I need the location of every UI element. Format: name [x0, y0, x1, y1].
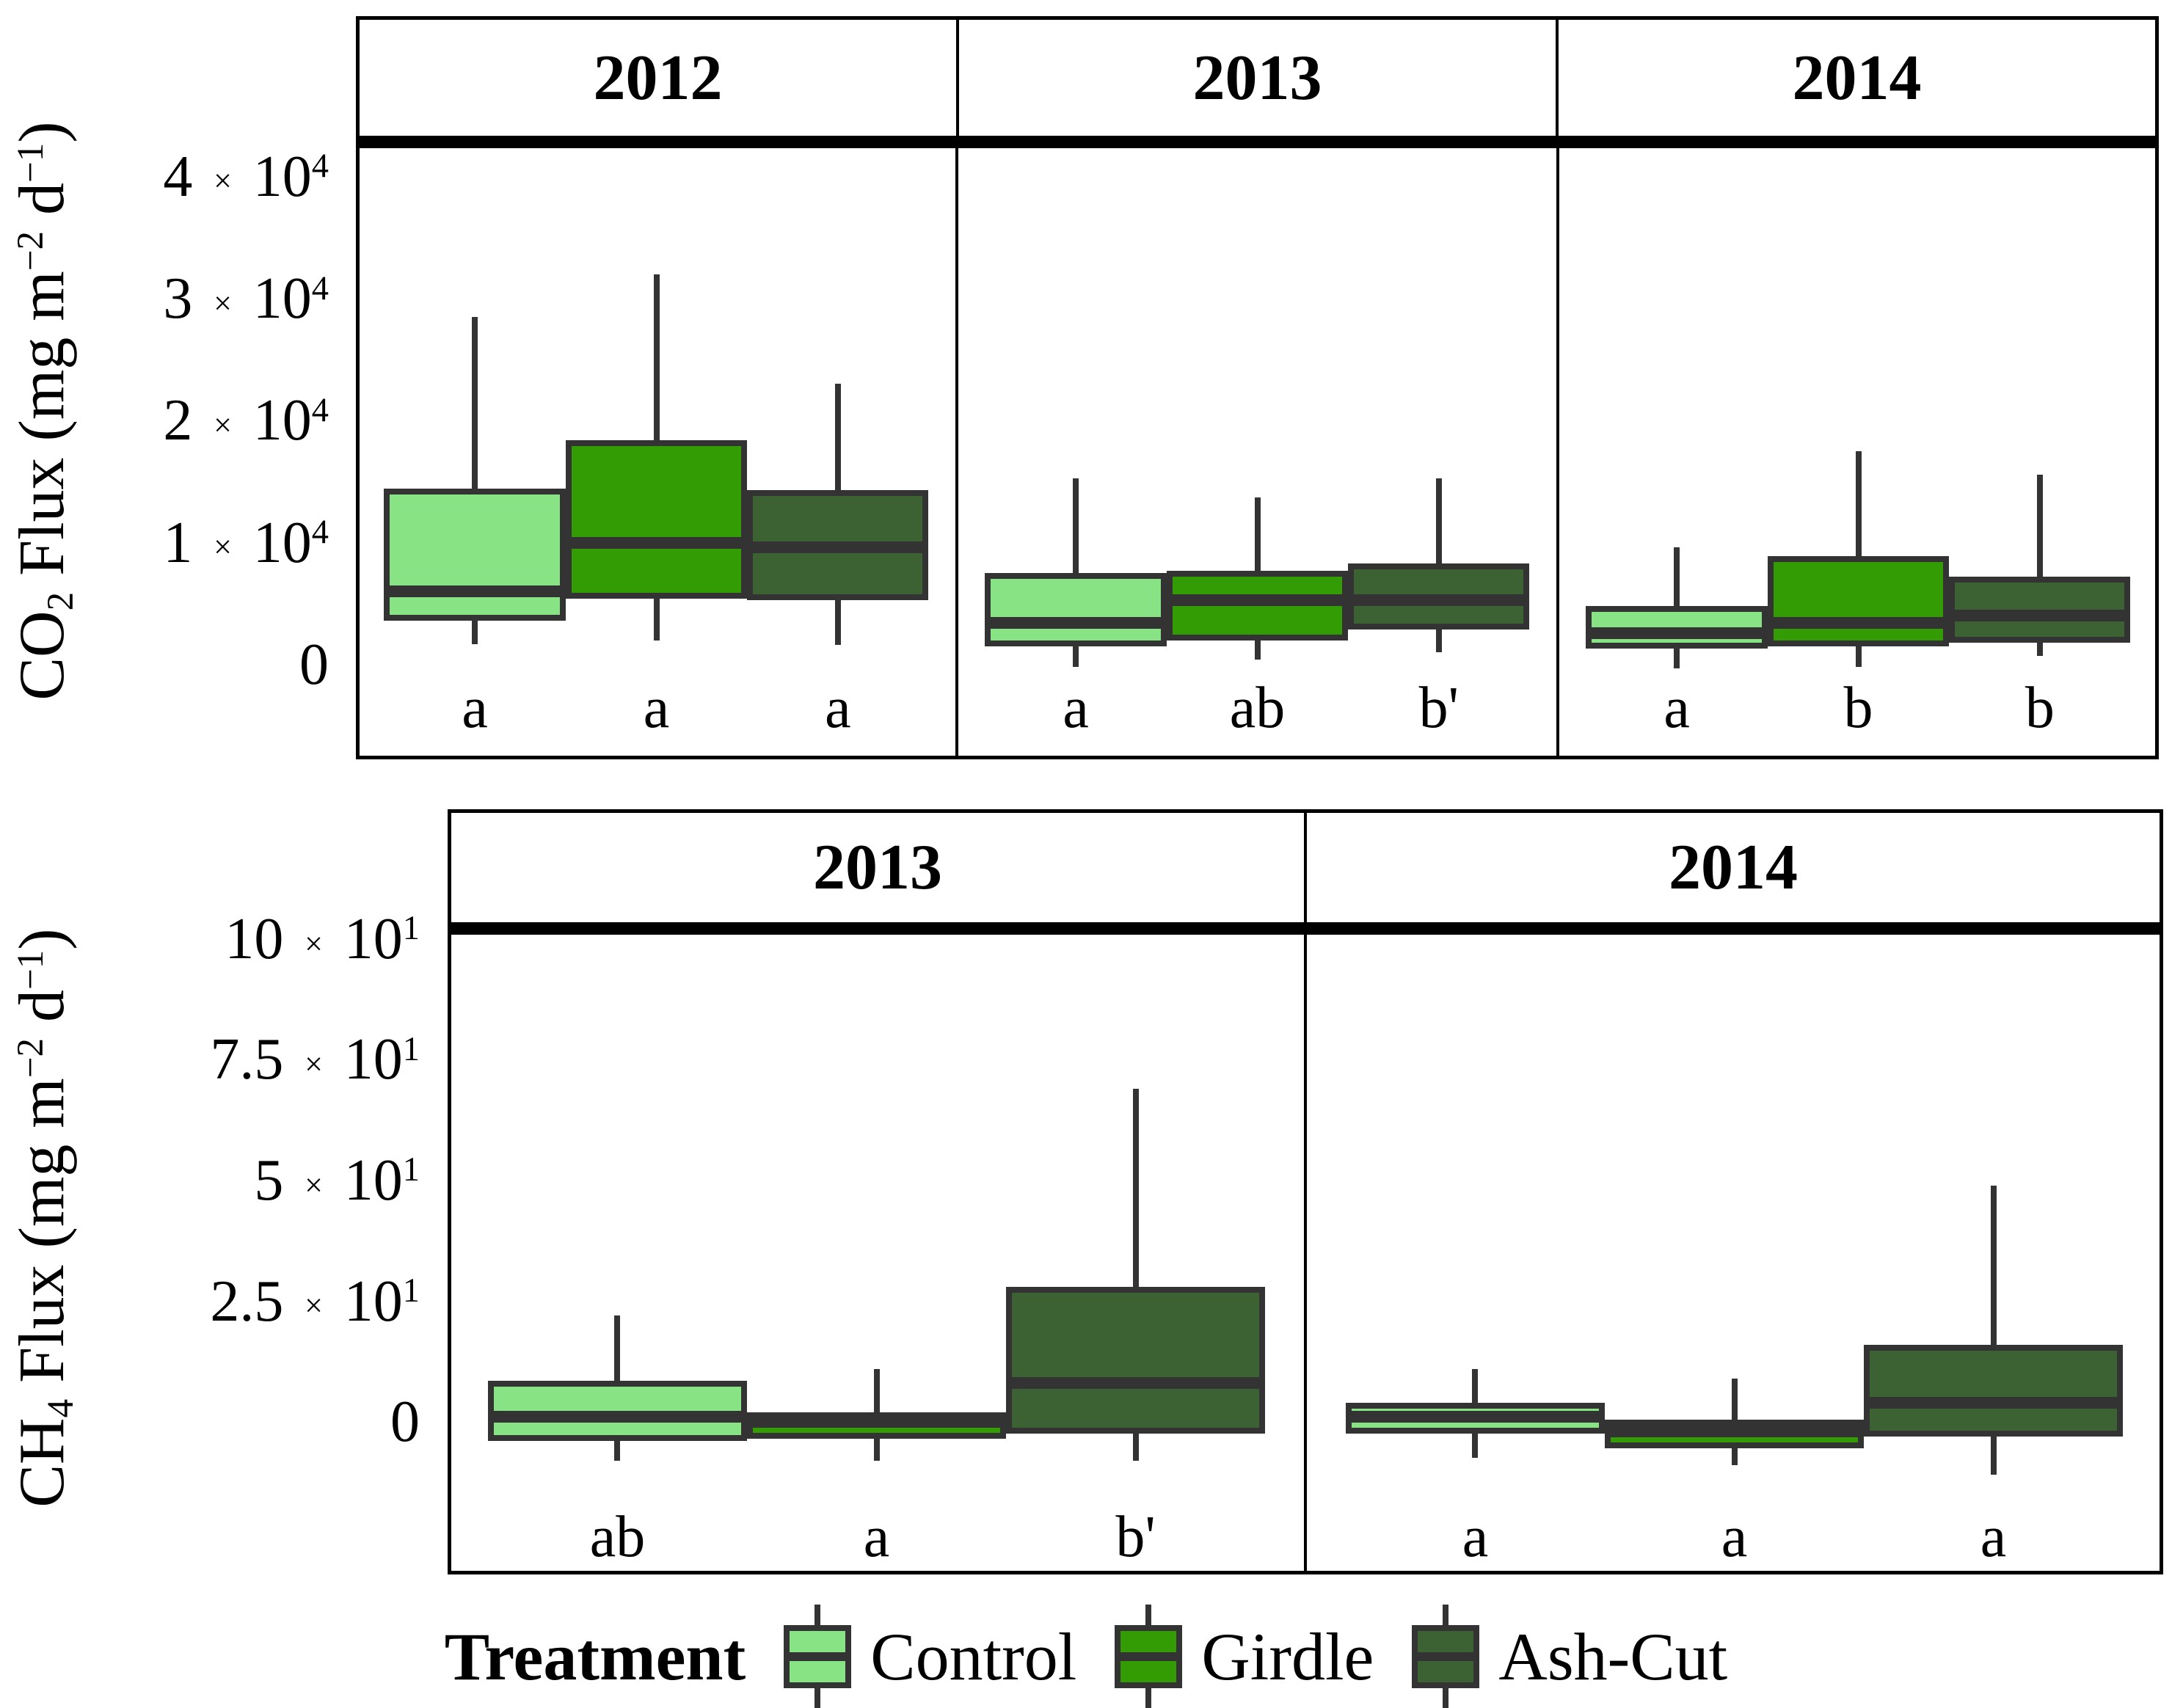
- median-girdle-2014: [1767, 617, 1950, 629]
- key-median: [1418, 1652, 1474, 1661]
- whisker-ash_cut-2014: [1990, 1185, 1997, 1475]
- key-median: [790, 1652, 846, 1661]
- y-tick-label: 0: [390, 1390, 420, 1455]
- panel-divider: [955, 147, 958, 759]
- legend: Treatment Control Girdle: [0, 1602, 2172, 1708]
- significance-letter-ash_cut-2013: b': [1115, 1505, 1156, 1569]
- y-tick-label: 0: [299, 632, 329, 697]
- significance-letter-girdle-2014: a: [1721, 1505, 1748, 1569]
- key-box: [784, 1625, 852, 1688]
- median-ash_cut-2014: [1864, 1396, 2124, 1409]
- box-ash_cut-2013: [1006, 1286, 1266, 1434]
- significance-letter-control-2013: a: [1063, 676, 1089, 740]
- whisker-ash_cut-2014: [2036, 474, 2043, 657]
- significance-letter-girdle-2012: a: [643, 676, 670, 740]
- box-girdle-2014: [1767, 555, 1950, 646]
- facet-label-2013: 2013: [956, 20, 1556, 136]
- y-tick-label: 2 × 104: [163, 388, 329, 453]
- box-control-2013: [985, 573, 1167, 646]
- significance-letter-control-2013: ab: [589, 1505, 646, 1569]
- median-girdle-2013: [1166, 594, 1349, 606]
- whisker-control-2012: [472, 316, 478, 644]
- key-median: [1120, 1652, 1177, 1661]
- legend-label-ash-cut: Ash-Cut: [1498, 1619, 1728, 1694]
- panel-divider: [1556, 147, 1559, 759]
- legend-item-ash-cut: Ash-Cut: [1412, 1602, 1727, 1708]
- legend-label-control: Control: [870, 1619, 1077, 1694]
- median-ash_cut-2014: [1949, 610, 2131, 622]
- median-control-2012: [384, 585, 566, 598]
- facet-label-2014: 2014: [1556, 20, 2155, 136]
- panel-divider: [1304, 933, 1307, 1574]
- panel-border-left: [356, 147, 360, 759]
- median-ash_cut-2013: [1348, 594, 1530, 606]
- median-ash_cut-2013: [1006, 1377, 1266, 1390]
- boxplot-key-icon: [784, 1602, 852, 1708]
- legend-item-girdle: Girdle: [1115, 1602, 1374, 1708]
- y-tick-label: 3 × 104: [163, 266, 329, 332]
- panel-border-right: [2160, 933, 2163, 1574]
- y-tick-label: 1 × 104: [163, 510, 329, 575]
- median-girdle-2013: [746, 1416, 1006, 1428]
- significance-letter-girdle-2014: b: [1843, 676, 1873, 740]
- median-girdle-2014: [1604, 1426, 1864, 1438]
- box-ash_cut-2014: [1864, 1344, 2124, 1437]
- median-ash_cut-2012: [747, 541, 929, 554]
- y-axis-title: CH4 Flux (mg m−2 d−1): [7, 928, 81, 1508]
- median-girdle-2012: [565, 536, 748, 549]
- key-box: [1412, 1625, 1480, 1688]
- y-tick-label: 2.5 × 101: [210, 1269, 420, 1334]
- facet-label-2014: 2014: [1304, 813, 2160, 922]
- median-control-2013: [985, 617, 1167, 629]
- y-tick-label: 10 × 101: [225, 906, 420, 971]
- panel-border-right: [2155, 147, 2159, 759]
- legend-title: Treatment: [444, 1619, 746, 1694]
- boxplot-key-icon: [1115, 1602, 1183, 1708]
- facet-header-row: 2013 2014: [448, 809, 2163, 926]
- significance-letter-girdle-2013: ab: [1229, 676, 1286, 740]
- y-tick-label: 4 × 104: [163, 144, 329, 209]
- significance-letter-ash_cut-2014: a: [1980, 1505, 2007, 1569]
- header-separator: [448, 926, 2163, 935]
- y-tick-label: 7.5 × 101: [210, 1027, 420, 1092]
- box-girdle-2012: [565, 439, 748, 599]
- significance-letter-control-2012: a: [462, 676, 488, 740]
- panel-border-left: [448, 933, 451, 1574]
- box-control-2012: [384, 489, 566, 621]
- median-control-2013: [487, 1411, 747, 1423]
- whisker-control-2013: [1073, 478, 1079, 668]
- significance-letter-ash_cut-2013: b': [1418, 676, 1459, 740]
- boxplot-key-icon: [1412, 1602, 1480, 1708]
- facet-header-row: 2012 2013 2014: [356, 16, 2159, 139]
- panel-border-bottom: [356, 756, 2159, 759]
- significance-letter-control-2014: a: [1462, 1505, 1489, 1569]
- median-control-2014: [1345, 1411, 1605, 1423]
- key-box: [1115, 1625, 1183, 1688]
- median-control-2014: [1586, 627, 1768, 639]
- box-ash_cut-2014: [1949, 577, 2131, 643]
- significance-letter-girdle-2013: a: [863, 1505, 890, 1569]
- significance-letter-ash_cut-2012: a: [825, 676, 851, 740]
- significance-letter-control-2014: a: [1663, 676, 1690, 740]
- facet-label-2013: 2013: [813, 832, 942, 903]
- legend-label-girdle: Girdle: [1201, 1619, 1374, 1694]
- significance-letter-ash_cut-2014: b: [2025, 676, 2055, 740]
- facet-label-2012: 2012: [593, 42, 723, 114]
- y-tick-label: 5 × 101: [254, 1147, 420, 1213]
- box-control-2013: [487, 1381, 747, 1442]
- header-separator: [356, 139, 2159, 148]
- whisker-ash_cut-2013: [1132, 1088, 1139, 1461]
- legend-item-control: Control: [784, 1602, 1076, 1708]
